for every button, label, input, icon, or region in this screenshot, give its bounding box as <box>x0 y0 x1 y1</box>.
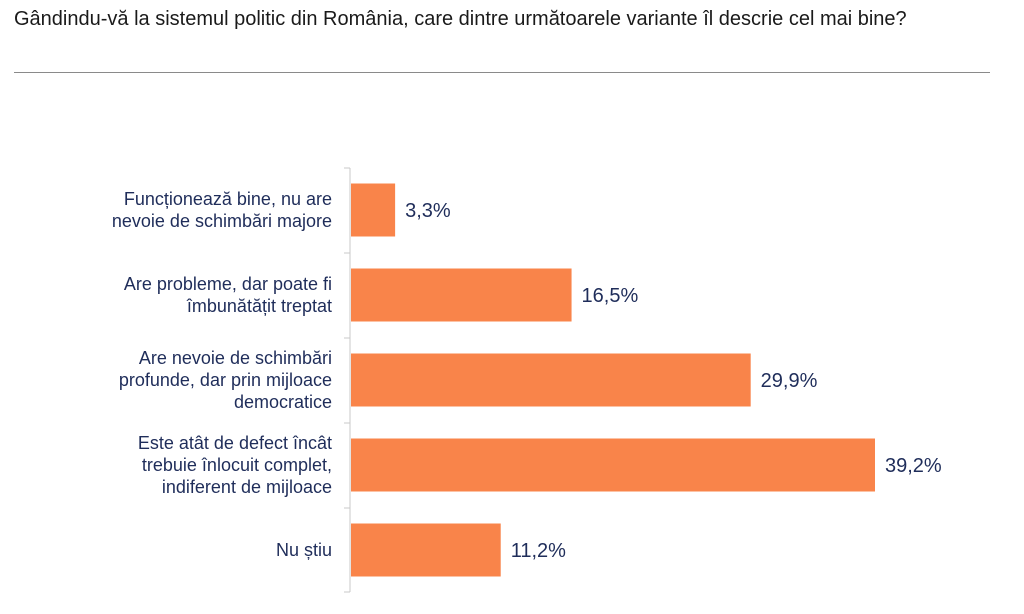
category-label-line: indiferent de mijloace <box>162 477 332 497</box>
data-label-3: 29,9% <box>761 370 818 392</box>
category-label-line: nevoie de schimbări majore <box>112 211 332 231</box>
data-label-1: 3,3% <box>405 200 451 222</box>
data-label-2: 16,5% <box>582 285 639 307</box>
category-label-4: Este atât de defect încât trebuie înlocui… <box>138 433 332 497</box>
category-label-3: Are nevoie de schimbări profunde, dar pri… <box>119 348 332 412</box>
bar-3 <box>351 353 751 407</box>
bar-5 <box>351 523 501 577</box>
category-label-line: Funcționează bine, nu are <box>124 189 332 209</box>
bar-2 <box>351 268 572 322</box>
data-label-5: 11,2% <box>511 540 566 562</box>
bar-1 <box>351 183 396 237</box>
category-label-5: Nu știu <box>276 540 332 560</box>
title-divider <box>14 72 990 73</box>
category-label-line: trebuie înlocuit complet, <box>142 455 332 475</box>
category-label-line: îmbunătățit treptat <box>186 296 332 316</box>
question-title: Gândindu-vă la sistemul politic din Româ… <box>14 8 907 30</box>
category-label-2: Are probleme, dar poate fi îmbunătățit tr… <box>124 274 332 316</box>
bar-4 <box>351 438 875 492</box>
category-label-line: Nu știu <box>276 540 332 560</box>
category-label-line: Este atât de defect încât <box>138 433 332 453</box>
category-label-line: profunde, dar prin mijloace <box>119 370 332 390</box>
category-label-line: Are nevoie de schimbări <box>139 348 332 368</box>
category-label-1: Funcționează bine, nu are nevoie de schim… <box>112 189 332 231</box>
category-label-line: democratice <box>234 392 332 412</box>
category-label-line: Are probleme, dar poate fi <box>124 274 332 294</box>
data-label-4: 39,2% <box>885 455 942 477</box>
